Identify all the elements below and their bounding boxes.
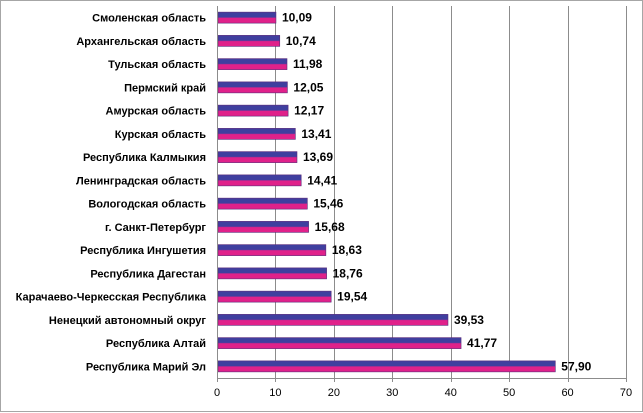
x-tick-label: 20 xyxy=(328,387,340,399)
data-label: 57,90 xyxy=(561,359,591,373)
data-label: 18,63 xyxy=(332,243,362,257)
bar xyxy=(217,11,277,24)
labels: 0 10 20 30 40 50 60 70 Смоленская область 10,09 Ар… xyxy=(16,11,632,399)
bar xyxy=(217,290,332,303)
x-tick-label: 70 xyxy=(620,387,632,399)
data-label: 41,77 xyxy=(467,336,497,350)
category-label: Ленинградская область xyxy=(76,175,206,187)
x-tick-label: 10 xyxy=(269,387,281,399)
category-label: г. Санкт-Петербург xyxy=(105,222,206,234)
category-label: Тульская область xyxy=(108,59,206,71)
data-label: 12,05 xyxy=(293,80,323,94)
bar xyxy=(217,58,288,70)
bar xyxy=(217,197,308,210)
category-label: Смоленская область xyxy=(92,13,206,25)
category-label: Амурская область xyxy=(106,106,207,118)
category-label: Курская область xyxy=(115,129,206,141)
data-label: 18,76 xyxy=(333,266,363,280)
x-tick-label: 0 xyxy=(214,387,220,399)
bar xyxy=(217,267,327,280)
data-label: 19,54 xyxy=(337,290,367,304)
category-label: Карачаево-Черкесская Республика xyxy=(16,292,207,304)
bar xyxy=(217,244,327,256)
data-label: 39,53 xyxy=(454,313,484,327)
bar xyxy=(217,151,298,163)
bar xyxy=(217,221,309,233)
category-label: Республика Марий Эл xyxy=(86,361,206,373)
category-label: Ненецкий автономный округ xyxy=(49,315,206,327)
x-tick-label: 30 xyxy=(386,387,398,399)
category-label: Вологодская область xyxy=(88,199,206,211)
bar xyxy=(217,35,281,47)
data-label: 15,46 xyxy=(313,197,343,211)
data-label: 13,69 xyxy=(303,150,333,164)
data-label: 10,09 xyxy=(282,11,312,25)
bar xyxy=(217,81,288,94)
x-tick-label: 60 xyxy=(561,387,573,399)
bars xyxy=(217,11,556,373)
bar xyxy=(217,128,296,140)
x-tick-label: 50 xyxy=(503,387,515,399)
category-label: Республика Алтай xyxy=(106,338,206,350)
x-tick-label: 40 xyxy=(445,387,457,399)
bar xyxy=(217,337,462,349)
data-label: 12,17 xyxy=(294,104,324,118)
data-label: 15,68 xyxy=(315,220,345,234)
bar xyxy=(217,314,449,326)
data-label: 13,41 xyxy=(301,127,331,141)
gridlines xyxy=(275,6,627,378)
bar xyxy=(217,104,289,117)
category-label: Республика Дагестан xyxy=(90,268,206,280)
category-label: Республика Ингушетия xyxy=(80,245,206,257)
axes xyxy=(217,6,627,382)
category-label: Архангельская область xyxy=(76,36,206,48)
bar xyxy=(217,174,302,187)
bar xyxy=(217,360,556,373)
category-label: Республика Калмыкия xyxy=(83,152,206,164)
category-label: Пермский край xyxy=(124,82,206,94)
data-label: 10,74 xyxy=(286,34,316,48)
data-label: 14,41 xyxy=(307,173,337,187)
data-label: 11,98 xyxy=(293,57,323,71)
